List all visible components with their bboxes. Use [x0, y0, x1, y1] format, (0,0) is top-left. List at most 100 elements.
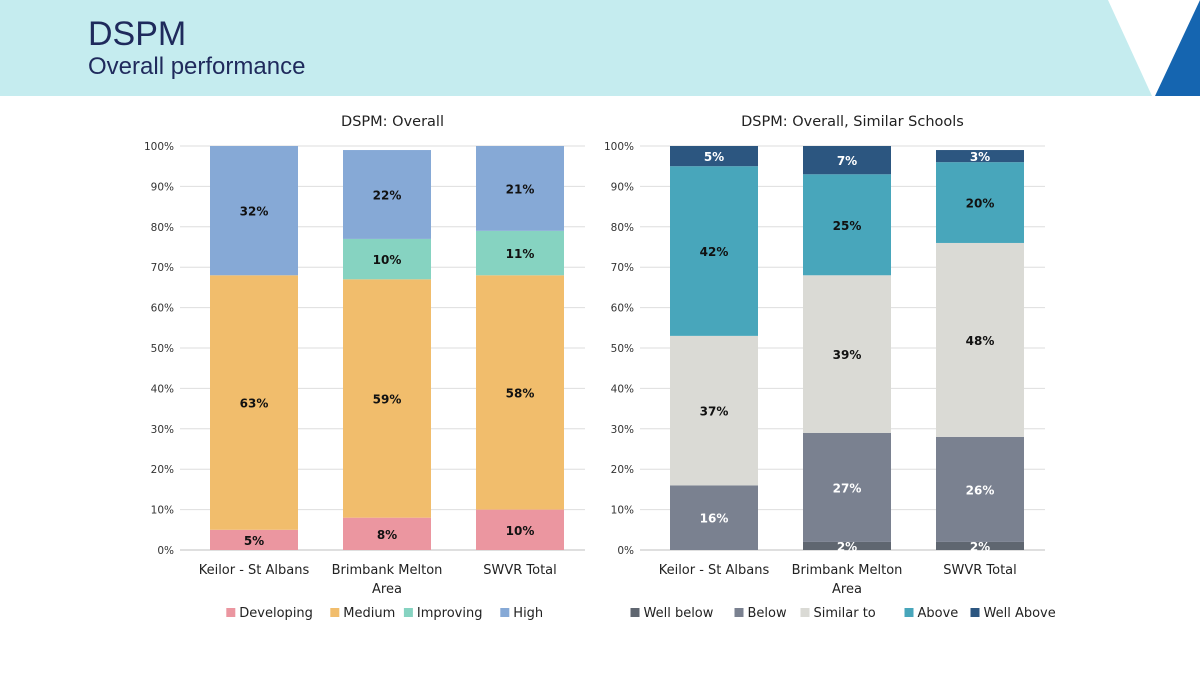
- category-label: Keilor - St Albans: [199, 563, 310, 578]
- legend-swatch: [403, 608, 413, 617]
- y-tick-label: 50%: [151, 343, 174, 355]
- bar-segment: [343, 517, 431, 550]
- y-tick-label: 50%: [611, 343, 634, 355]
- legend-swatch: [970, 608, 980, 617]
- y-tick-label: 90%: [611, 181, 634, 193]
- data-label: 10%: [373, 253, 402, 267]
- y-tick-label: 10%: [151, 505, 174, 517]
- bar-segment: [476, 230, 564, 276]
- bar-segment: [803, 146, 891, 175]
- data-label: 21%: [506, 182, 535, 196]
- legend-swatch: [226, 608, 236, 617]
- data-label: 48%: [966, 334, 995, 348]
- legend-swatch: [330, 608, 340, 617]
- data-label: 5%: [244, 534, 264, 548]
- y-tick-label: 90%: [151, 181, 174, 193]
- bar-segment: [343, 279, 431, 518]
- y-tick-label: 30%: [151, 424, 174, 436]
- bar-segment: [936, 242, 1024, 437]
- category-label: SWVR Total: [943, 563, 1017, 578]
- y-tick-label: 10%: [611, 505, 634, 517]
- category-label: SWVR Total: [483, 563, 557, 578]
- bar-segment: [210, 146, 298, 276]
- y-tick-label: 70%: [611, 262, 634, 274]
- legend-swatch: [904, 608, 914, 617]
- legend: Developing Medium Improving High: [226, 606, 543, 621]
- bar-segment: [210, 529, 298, 550]
- data-label: 20%: [966, 197, 995, 211]
- category-label: Area: [832, 582, 862, 597]
- y-tick-label: 0%: [157, 545, 174, 557]
- data-label: 59%: [373, 393, 402, 407]
- bar-segment: [476, 509, 564, 550]
- data-label: 2%: [970, 540, 990, 554]
- bar-segment: [670, 485, 758, 550]
- data-label: 32%: [240, 205, 269, 219]
- legend-label: Below: [748, 606, 787, 621]
- bar-segment: [343, 150, 431, 239]
- data-label: 10%: [506, 524, 535, 538]
- bar-segment: [936, 541, 1024, 550]
- legend-swatch: [500, 608, 510, 617]
- data-label: 63%: [240, 397, 269, 411]
- data-label: 37%: [700, 405, 729, 419]
- legend-swatch: [800, 608, 810, 617]
- header-band: DSPM Overall performance: [0, 0, 1200, 96]
- legend-label: Above: [918, 606, 959, 621]
- legend-label: Well below: [644, 606, 714, 621]
- chart-title: DSPM: Overall: [341, 114, 444, 130]
- y-tick-label: 30%: [611, 424, 634, 436]
- y-tick-label: 60%: [611, 303, 634, 315]
- data-label: 26%: [966, 483, 995, 497]
- bar-segment: [670, 146, 758, 167]
- header-band-shape: [0, 0, 1152, 96]
- header-accent-triangle: [1155, 0, 1200, 96]
- legend-label: High: [513, 606, 543, 621]
- data-label: 27%: [833, 481, 862, 495]
- y-tick-label: 100%: [604, 141, 634, 153]
- data-label: 11%: [506, 247, 535, 261]
- y-tick-label: 80%: [151, 222, 174, 234]
- category-label: Keilor - St Albans: [659, 563, 770, 578]
- bar-segment: [803, 275, 891, 433]
- legend-label: Well Above: [984, 606, 1056, 621]
- header-background: [0, 0, 1200, 96]
- data-label: 5%: [704, 150, 724, 164]
- legend: Well below Below Similar to Above Well Above: [630, 606, 1056, 621]
- category-label: Area: [372, 582, 402, 597]
- legend-label: Medium: [343, 606, 395, 621]
- chart-dspm-overall: DSPM: Overall 0% 10% 20% 30% 40% 50% 60% 70% 80% 9…: [144, 114, 585, 621]
- legend-label: Developing: [239, 606, 313, 621]
- bar-segment: [936, 436, 1024, 542]
- data-label: 22%: [373, 188, 402, 202]
- bar-segment: [803, 541, 891, 550]
- data-label: 42%: [700, 245, 729, 259]
- y-tick-label: 70%: [151, 262, 174, 274]
- category-label: Brimbank Melton: [332, 563, 443, 578]
- page-title: DSPM: [88, 15, 187, 53]
- data-label: 25%: [833, 219, 862, 233]
- bar-segment: [210, 275, 298, 530]
- bar-segment: [936, 162, 1024, 243]
- bar-segment: [476, 146, 564, 231]
- chart-dspm-similar-schools: DSPM: Overall, Similar Schools 0% 10% 20% 30…: [604, 114, 1056, 621]
- bar-segment: [476, 275, 564, 510]
- bar-segment: [343, 238, 431, 280]
- legend-label: Similar to: [814, 606, 876, 621]
- legend-swatch: [734, 608, 744, 617]
- data-label: 7%: [837, 154, 857, 168]
- bar-segment: [803, 432, 891, 542]
- page-subtitle: Overall performance: [88, 53, 306, 80]
- data-label: 58%: [506, 386, 535, 400]
- y-tick-label: 20%: [151, 464, 174, 476]
- y-tick-label: 0%: [617, 545, 634, 557]
- category-label: Brimbank Melton: [792, 563, 903, 578]
- bar-segment: [803, 174, 891, 276]
- legend-label: Improving: [417, 606, 483, 621]
- legend-swatch: [630, 608, 640, 617]
- y-tick-label: 20%: [611, 464, 634, 476]
- y-tick-label: 40%: [151, 383, 174, 395]
- y-tick-label: 100%: [144, 141, 174, 153]
- bar-segment: [936, 150, 1024, 163]
- bar-segment: [670, 335, 758, 486]
